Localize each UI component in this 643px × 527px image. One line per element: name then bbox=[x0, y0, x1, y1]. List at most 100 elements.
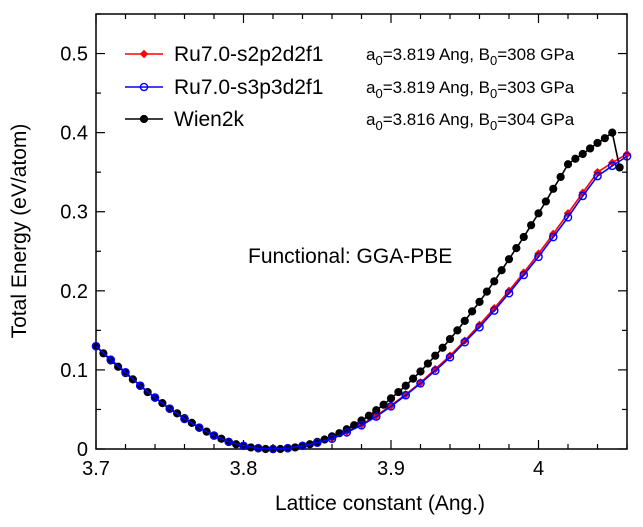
data-point bbox=[312, 438, 322, 447]
data-point bbox=[379, 400, 388, 409]
data-point bbox=[372, 406, 381, 415]
data-point bbox=[489, 306, 499, 315]
data-point bbox=[386, 401, 396, 411]
legend: Ru7.0-s2p2d2f1 a0=3.819 Ang, B0=308 GPa Ru… bbox=[125, 43, 575, 133]
data-point bbox=[578, 149, 587, 159]
y-tick-label: 0 bbox=[77, 439, 88, 461]
axes-layer: 3.7 3.8 3.9 4 0 0.1 0.2 0.3 0.4 0.5 bbox=[60, 13, 628, 480]
data-point bbox=[386, 394, 396, 403]
data-point bbox=[180, 414, 189, 424]
y-axis-label: Total Energy (eV/atom) bbox=[8, 124, 31, 339]
data-point bbox=[224, 437, 234, 447]
data-point bbox=[268, 444, 278, 454]
data-point bbox=[519, 270, 529, 280]
y-tick-label: 0.2 bbox=[60, 281, 88, 303]
data-point bbox=[563, 212, 573, 222]
legend-params: a0=3.819 Ang, B0=303 GPa bbox=[366, 78, 575, 101]
x-tick-label: 4 bbox=[533, 458, 544, 480]
data-point bbox=[607, 161, 617, 171]
data-point bbox=[409, 374, 418, 383]
data-point bbox=[586, 144, 595, 153]
data-point bbox=[608, 128, 617, 137]
y-tick-label: 0.5 bbox=[60, 44, 88, 66]
x-tick-label: 3.8 bbox=[230, 458, 258, 480]
data-point bbox=[490, 277, 499, 286]
legend-marker bbox=[139, 114, 149, 124]
data-point bbox=[460, 337, 470, 347]
series-line bbox=[95, 155, 628, 450]
data-point bbox=[482, 287, 491, 296]
data-point bbox=[504, 288, 514, 298]
x-tick-label: 3.9 bbox=[377, 458, 405, 480]
data-point bbox=[401, 390, 411, 400]
data-point bbox=[342, 428, 352, 437]
data-point bbox=[209, 431, 219, 440]
legend-label: Ru7.0-s3p3d2f1 bbox=[174, 76, 323, 99]
data-point bbox=[563, 160, 573, 169]
data-point bbox=[615, 163, 624, 172]
data-point bbox=[91, 341, 101, 351]
legend-marker bbox=[139, 49, 149, 59]
data-point bbox=[298, 441, 307, 451]
legend-label: Wien2k bbox=[174, 108, 245, 131]
x-tick-label: 3.7 bbox=[82, 458, 110, 480]
data-point bbox=[401, 381, 410, 390]
data-point bbox=[239, 441, 248, 451]
data-point bbox=[431, 351, 440, 360]
data-point bbox=[600, 134, 609, 143]
data-point bbox=[578, 191, 588, 201]
data-point bbox=[194, 423, 204, 432]
series-1 bbox=[91, 152, 632, 454]
data-point bbox=[394, 387, 403, 397]
legend-label: Ru7.0-s2p2d2f1 bbox=[174, 43, 323, 66]
data-point bbox=[593, 171, 602, 181]
y-tick-label: 0.1 bbox=[60, 360, 88, 382]
data-point bbox=[283, 443, 293, 453]
data-point bbox=[622, 152, 632, 161]
data-point bbox=[150, 393, 160, 402]
data-point bbox=[468, 307, 477, 316]
data-point bbox=[534, 252, 543, 262]
data-point bbox=[519, 232, 528, 242]
data-point bbox=[253, 443, 263, 453]
functional-annotation: Functional: GGA-PBE bbox=[248, 245, 452, 268]
x-axis-label: Lattice constant (Ang.) bbox=[275, 492, 485, 515]
data-point bbox=[475, 322, 484, 332]
data-point bbox=[475, 297, 484, 306]
data-point bbox=[416, 379, 425, 388]
data-point bbox=[371, 412, 381, 421]
data-point bbox=[497, 266, 506, 275]
data-point bbox=[504, 255, 514, 264]
data-point bbox=[460, 316, 469, 325]
data-point bbox=[364, 411, 373, 420]
data-point bbox=[527, 221, 536, 230]
y-tick-label: 0.4 bbox=[60, 123, 88, 145]
data-point bbox=[541, 197, 550, 206]
data-point bbox=[165, 404, 175, 413]
data-point bbox=[438, 343, 447, 352]
legend-marker bbox=[139, 82, 149, 92]
y-tick-label: 0.3 bbox=[60, 202, 88, 224]
data-point bbox=[121, 367, 130, 377]
data-point bbox=[416, 367, 425, 376]
series-line bbox=[95, 131, 621, 450]
data-point bbox=[445, 352, 455, 362]
data-point bbox=[512, 244, 521, 253]
data-point bbox=[593, 138, 602, 148]
data-point bbox=[549, 184, 558, 193]
data-point bbox=[571, 154, 580, 163]
data-point bbox=[430, 366, 440, 376]
data-point bbox=[453, 326, 462, 335]
series-layer bbox=[91, 128, 632, 454]
data-point bbox=[534, 209, 543, 218]
data-point bbox=[106, 355, 116, 364]
data-point bbox=[327, 434, 337, 444]
data-point bbox=[548, 232, 558, 242]
legend-params: a0=3.816 Ang, B0=304 GPa bbox=[366, 110, 575, 133]
data-point bbox=[556, 172, 565, 182]
series-2 bbox=[91, 128, 624, 454]
legend-params: a0=3.819 Ang, B0=308 GPa bbox=[366, 45, 575, 68]
data-point bbox=[423, 359, 432, 368]
